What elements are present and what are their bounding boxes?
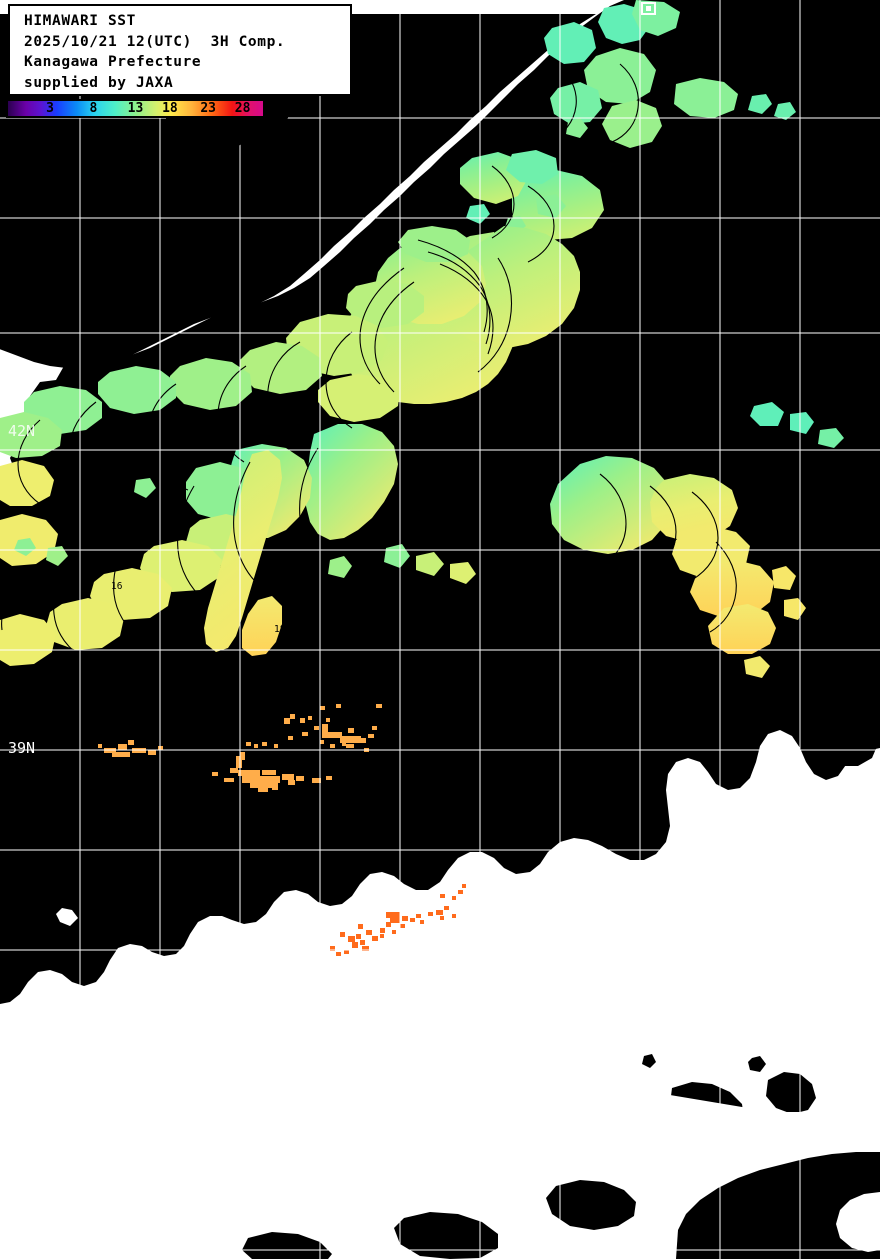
sst-region-noto-bay (460, 150, 604, 240)
lat-label-36n: 36N (8, 1039, 36, 1057)
colorbar-gradient (8, 101, 263, 116)
title-line-region: Kanagawa Prefecture (24, 54, 202, 70)
svg-text:16: 16 (111, 581, 123, 592)
sst-colorbar: 3 8 13 18 23 28 (6, 99, 265, 118)
sst-region-central-swath (0, 226, 580, 458)
title-line-product: HIMAWARI SST (24, 13, 136, 29)
title-line-source: supplied by JAXA (24, 74, 174, 91)
title-info-box: HIMAWARI SST 2025/10/21 12(UTC) 3H Comp.… (8, 4, 352, 96)
lat-label-39n: 39N (8, 739, 36, 757)
contour-value-labels: 16 18 (111, 581, 286, 635)
svg-text:18: 18 (274, 624, 286, 635)
sst-speckles-hot-37n (330, 884, 466, 956)
title-line-datetime: 2025/10/21 12(UTC) 3H Comp. (24, 33, 286, 50)
station-box-marker (641, 2, 656, 15)
sst-region-warm-filament (204, 450, 282, 656)
lat-label-42n: 42N (8, 422, 36, 440)
